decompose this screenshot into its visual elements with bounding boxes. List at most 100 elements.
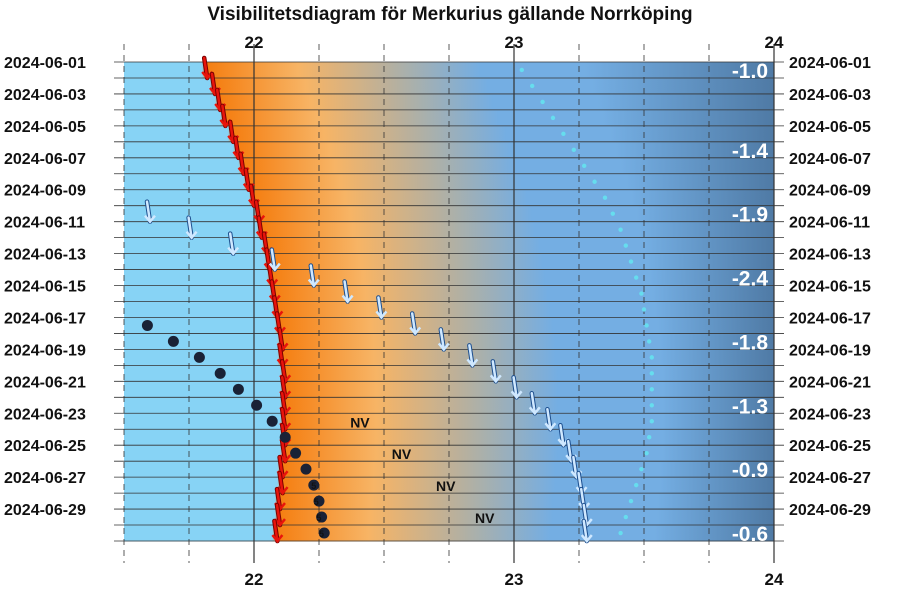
sunrise-arrow <box>466 343 479 368</box>
sunrise-arrow <box>375 295 388 320</box>
arrow-shaft <box>559 423 565 447</box>
date-label-right: 2024-06-03 <box>789 87 871 104</box>
date-label-left: 2024-06-21 <box>4 374 86 391</box>
date-label-right: 2024-06-29 <box>789 502 871 519</box>
arrow-shaft <box>202 56 209 80</box>
magnitude-label: -1.4 <box>732 140 769 163</box>
planet-dot-cyan <box>550 115 556 121</box>
planet-dot-cyan <box>634 482 639 488</box>
arrow-shaft <box>439 328 446 351</box>
date-label-right: 2024-06-15 <box>789 279 871 296</box>
arrow-shaft <box>280 360 287 383</box>
arrow-shaft <box>187 216 193 239</box>
planet-dot-cyan <box>623 243 628 248</box>
planet-dot-cyan <box>647 339 652 344</box>
arrow-head <box>544 422 557 432</box>
planet-dot-cyan <box>618 530 623 536</box>
x-axis-ticks: 22 22 23 23 24 24 <box>245 33 784 589</box>
date-label-left: 2024-06-09 <box>4 183 86 200</box>
sunrise-arrow <box>544 407 557 432</box>
twilight-row <box>124 189 774 207</box>
planet-dot-dark <box>193 351 205 363</box>
arrow-shaft <box>249 184 256 207</box>
arrow-head <box>437 342 450 352</box>
date-label-right: 2024-06-21 <box>789 374 871 391</box>
planet-dot-cyan <box>592 179 597 184</box>
arrow-head <box>271 534 284 543</box>
planet-dot-dark <box>318 527 330 539</box>
date-label-left: 2024-06-27 <box>4 470 86 487</box>
planet-dot-cyan <box>639 466 644 472</box>
magnitude-label: -1.9 <box>732 204 768 227</box>
arrow-shaft <box>280 392 287 415</box>
arrow-shaft <box>572 455 578 479</box>
arrow-head <box>489 374 502 384</box>
date-label-right: 2024-06-01 <box>789 55 871 72</box>
planet-dot-cyan <box>628 498 634 504</box>
arrow-shaft <box>280 376 287 399</box>
arrow-shaft <box>491 360 498 383</box>
arrow-shaft <box>215 88 222 112</box>
planet-dot-cyan <box>623 514 628 520</box>
grid-lines <box>114 44 784 563</box>
arrow-shaft <box>228 232 235 255</box>
annotations: NV NV NV NV 5 5 5 5 <box>311 414 495 539</box>
arrow-shaft <box>234 136 240 160</box>
arrow-shaft <box>280 408 287 431</box>
planet-dot-cyan <box>644 450 649 456</box>
date-label-left: 2024-06-03 <box>4 87 86 104</box>
arrow-head <box>268 262 281 272</box>
planet-dot-dark <box>313 495 325 507</box>
x-tick-label-top: 23 <box>505 33 524 52</box>
nv-annotation: NV <box>350 414 370 430</box>
date-label-left: 2024-06-07 <box>4 151 86 168</box>
planet-dot-dark <box>316 511 328 523</box>
arrow-head <box>375 310 388 320</box>
x-tick-label-bottom: 24 <box>765 570 784 589</box>
x-tick-label-top: 24 <box>765 33 784 52</box>
arrow-head <box>528 406 541 416</box>
x-tick-label-bottom: 23 <box>505 570 524 589</box>
planet-dot-cyan <box>628 259 634 264</box>
data-marks <box>141 55 654 544</box>
planet-dot-cyan <box>649 387 654 392</box>
twilight-row <box>124 77 774 95</box>
sunrise-arrow <box>185 215 198 240</box>
planet-dot-dark <box>300 463 312 475</box>
small-label: 5 <box>316 513 321 523</box>
sunrise-arrow <box>580 518 593 544</box>
planet-dot-cyan <box>571 147 576 153</box>
planet-dot-cyan <box>649 371 654 376</box>
planet-dot-dark <box>167 335 179 347</box>
magnitude-label: -1.8 <box>732 331 769 354</box>
planet-dot-cyan <box>582 163 587 168</box>
date-label-left: 2024-06-15 <box>4 279 86 296</box>
date-labels: 2024-06-01 2024-06-01 2024-06-03 2024-06-03… <box>4 55 871 519</box>
arrow-shaft <box>221 104 227 128</box>
small-label: 5 <box>319 529 324 539</box>
arrow-shaft <box>244 168 251 191</box>
arrow-head <box>227 246 240 256</box>
sunrise-arrow <box>437 327 450 352</box>
twilight-row <box>124 285 774 302</box>
x-tick-label-top: 22 <box>245 33 264 52</box>
magnitude-label: -1.0 <box>732 60 768 83</box>
nv-annotation: NV <box>475 510 495 526</box>
twilight-row <box>124 221 774 239</box>
arrow-shaft <box>280 439 287 463</box>
arrow-shaft <box>239 152 245 176</box>
planet-dot-cyan <box>610 211 615 216</box>
planet-dot-cyan <box>649 403 654 408</box>
planet-dot-cyan <box>647 435 652 440</box>
small-label: 5 <box>314 497 319 507</box>
date-label-right: 2024-06-07 <box>789 151 871 168</box>
planet-dot-cyan <box>519 67 524 73</box>
planet-dot-dark <box>308 479 320 491</box>
arrow-shaft <box>582 519 589 543</box>
date-label-left: 2024-06-23 <box>4 406 86 423</box>
date-label-left: 2024-06-19 <box>4 342 86 359</box>
arrow-shaft <box>468 344 474 367</box>
nv-annotation: NV <box>392 446 412 462</box>
